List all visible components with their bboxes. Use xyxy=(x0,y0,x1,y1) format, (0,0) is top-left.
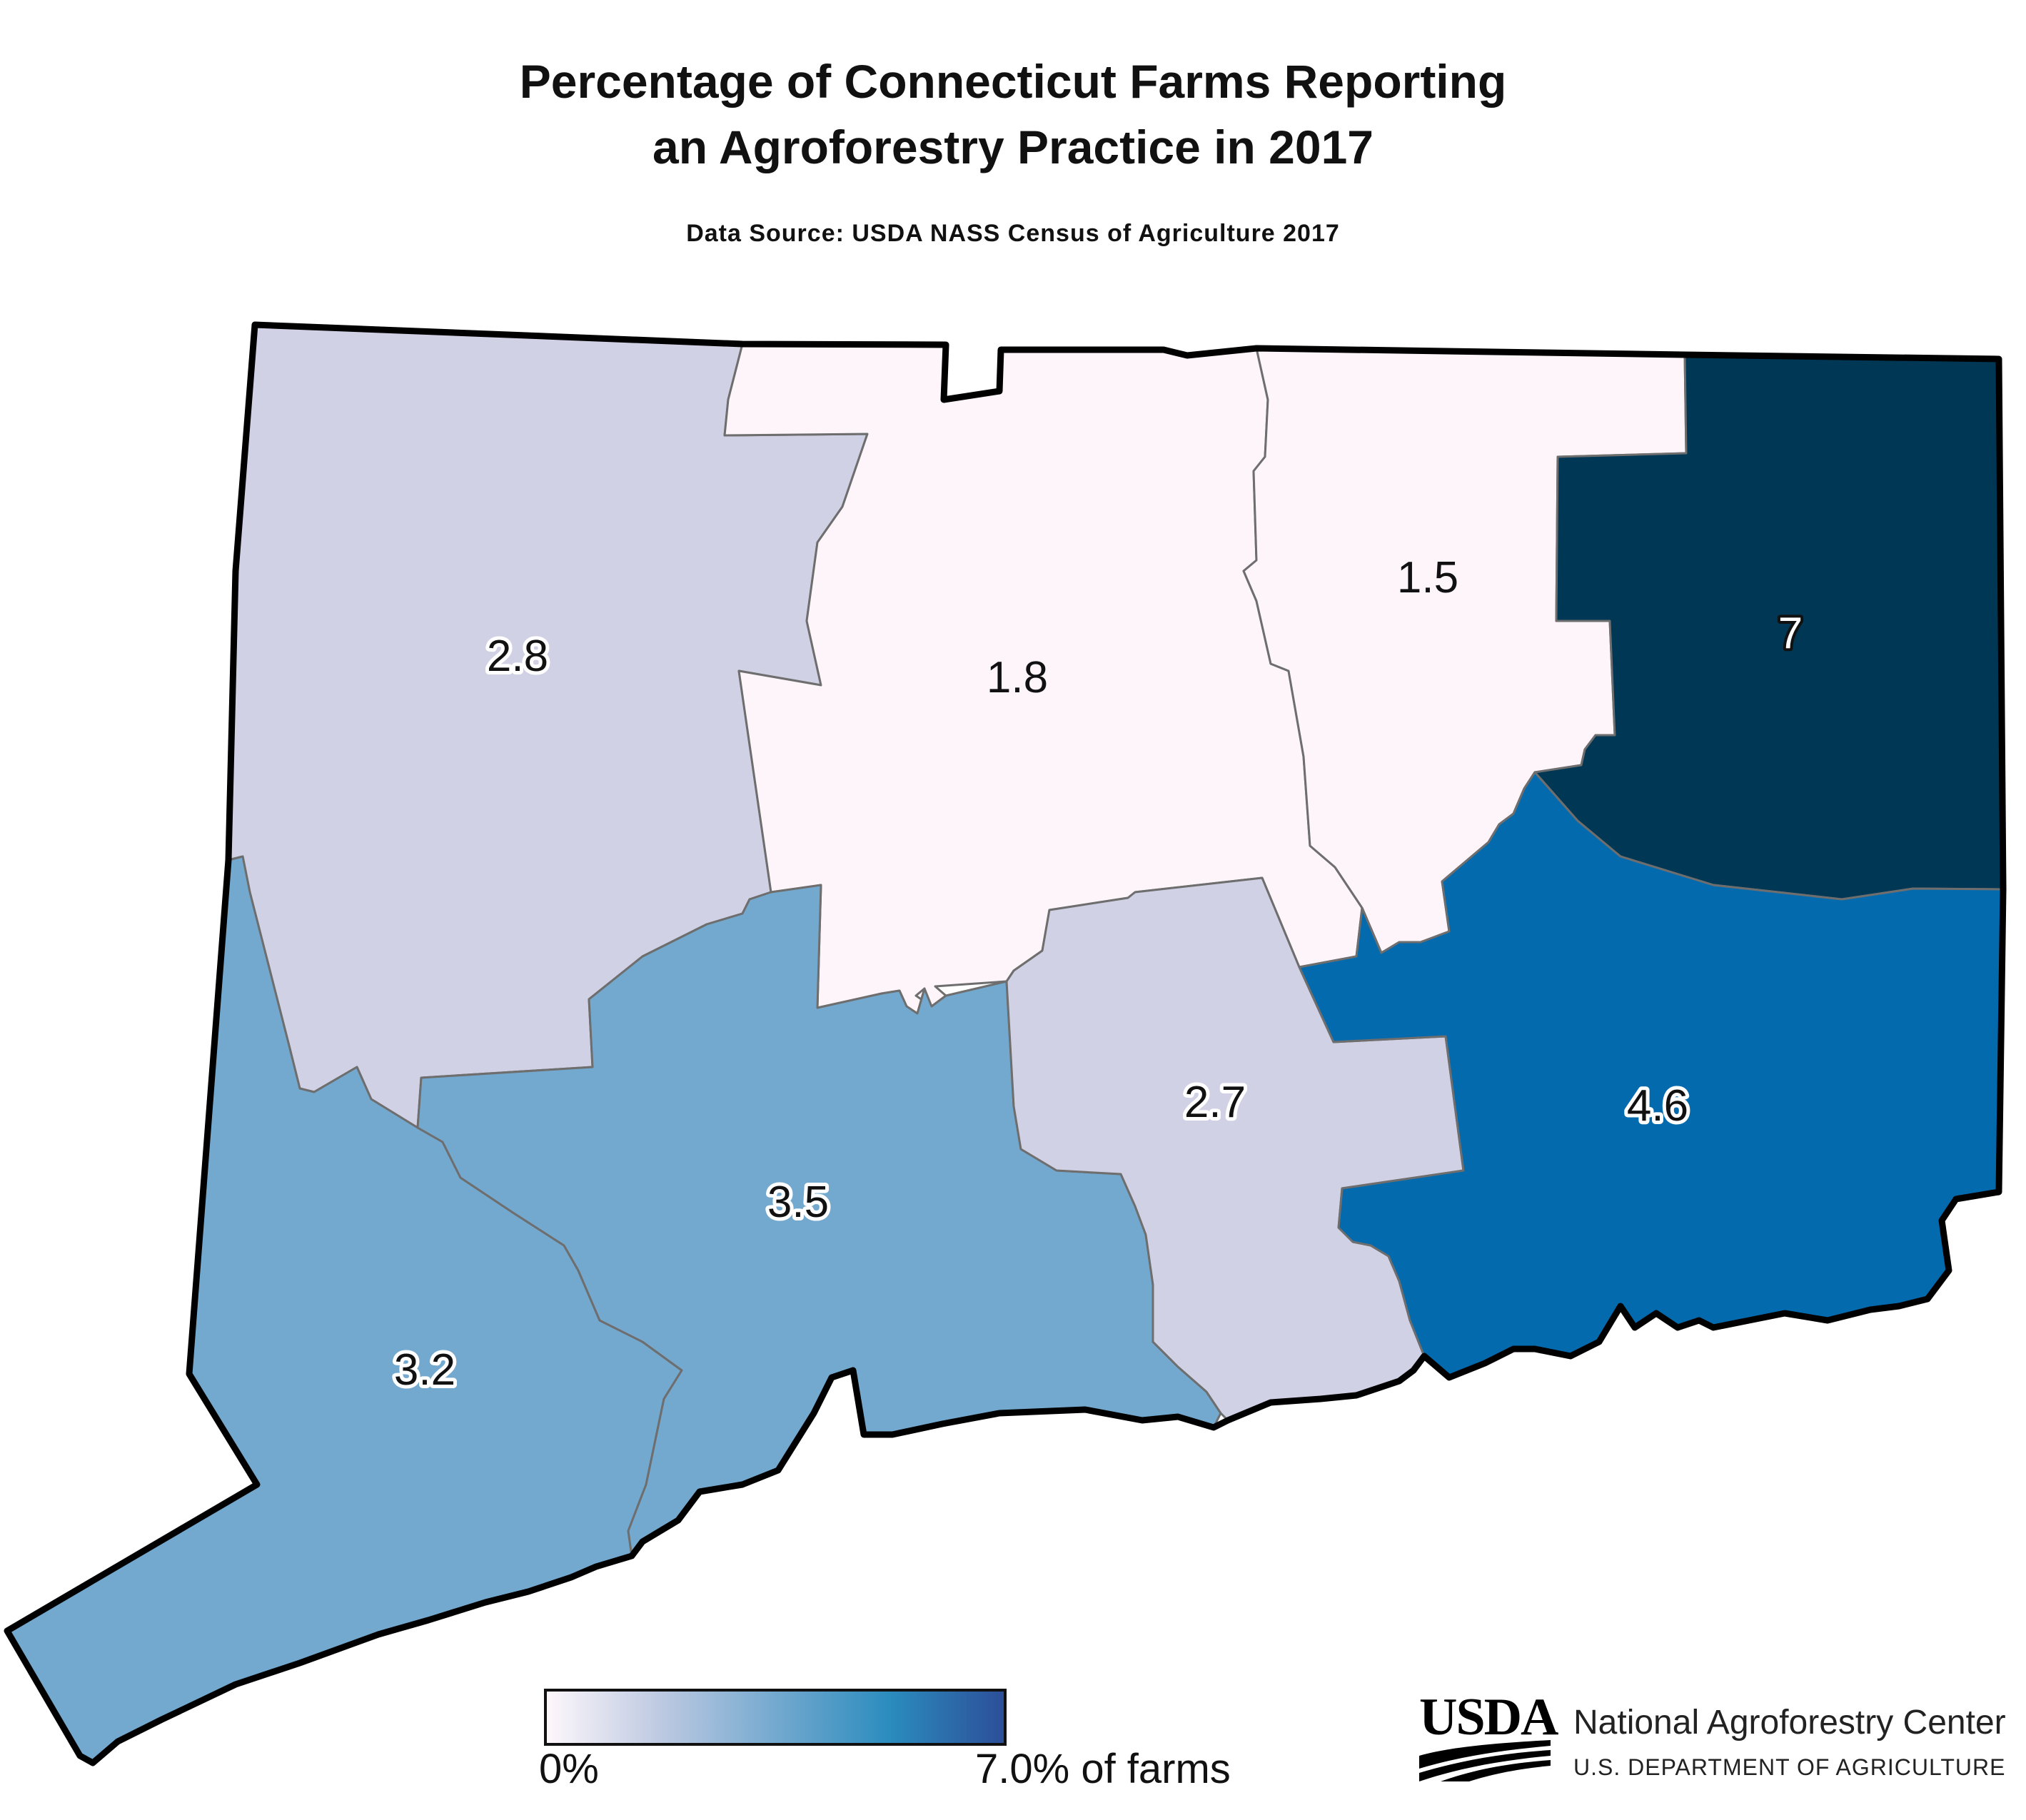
county-label-7: 7 xyxy=(1778,609,1803,658)
county-label-3-5: 3.5 xyxy=(767,1178,829,1227)
organization-department: U.S. DEPARTMENT OF AGRICULTURE xyxy=(1573,1754,2006,1780)
county-label-2-7: 2.7 xyxy=(1184,1078,1246,1127)
usda-logo-word: USDA xyxy=(1419,1688,1558,1746)
county-label-1-8: 1.8 xyxy=(987,653,1048,702)
organization-name: National Agroforestry Center xyxy=(1573,1704,2006,1741)
map-title: Percentage of Connecticut Farms Reportin… xyxy=(0,49,2026,180)
county-label-3-2: 3.2 xyxy=(394,1345,455,1395)
county-label-1-5: 1.5 xyxy=(1397,553,1458,602)
legend-max-label: 7.0% of farms xyxy=(975,1746,1231,1792)
legend-color-scale xyxy=(544,1689,1007,1746)
county-label-4-6: 4.6 xyxy=(1627,1081,1688,1131)
usda-landscape-icon xyxy=(1419,1740,1551,1781)
state-outline xyxy=(4,321,2007,1766)
county-label-2-8: 2.8 xyxy=(487,632,548,681)
legend-min-label: 0% xyxy=(539,1746,599,1792)
data-source-subtitle: Data Source: USDA NASS Census of Agricul… xyxy=(686,220,1340,247)
title-line-2: an Agroforestry Practice in 2017 xyxy=(652,121,1374,173)
title-line-1: Percentage of Connecticut Farms Reportin… xyxy=(519,55,1507,108)
usda-logo: USDA xyxy=(1419,1688,1558,1784)
